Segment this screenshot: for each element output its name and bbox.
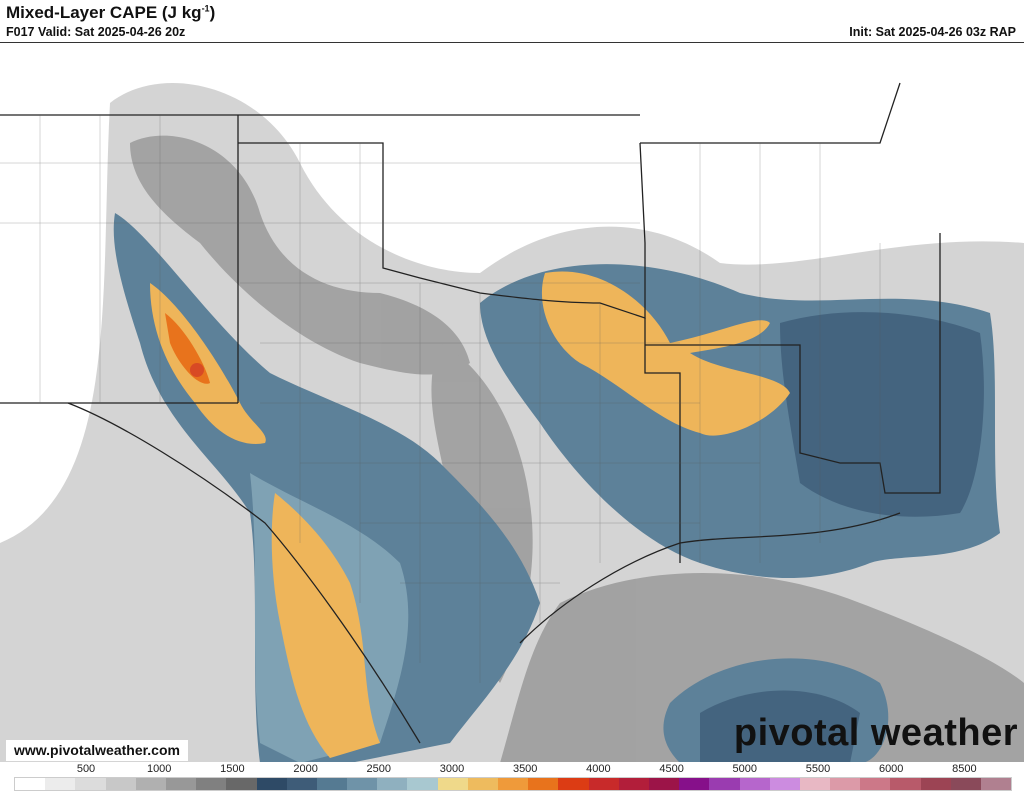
colorbar-swatch xyxy=(679,778,710,790)
colorbar-tick: 1000 xyxy=(146,763,172,775)
colorbar-swatch xyxy=(739,778,770,790)
colorbar-swatch xyxy=(226,778,257,790)
colorbar-swatch xyxy=(316,778,348,790)
colorbar-swatch xyxy=(286,778,317,790)
cape-map xyxy=(0,42,1024,763)
colorbar: 500 1000 1500 2000 2500 3000 3500 4000 4500 5000 5… xyxy=(0,762,1024,791)
colorbar-swatch xyxy=(588,778,619,790)
colorbar-swatch xyxy=(709,778,740,790)
colorbar-swatch xyxy=(830,778,861,790)
colorbar-swatch xyxy=(135,778,166,790)
colorbar-tick: 5500 xyxy=(805,763,831,775)
colorbar-swatches xyxy=(14,777,1012,791)
colorbar-swatch xyxy=(950,778,981,790)
colorbar-tick: 1500 xyxy=(220,763,245,775)
valid-time: F017 Valid: Sat 2025-04-26 20z xyxy=(6,25,186,39)
colorbar-swatch xyxy=(467,778,498,790)
colorbar-swatch xyxy=(196,778,227,790)
colorbar-tick: 6000 xyxy=(878,763,904,775)
colorbar-swatch xyxy=(498,778,529,790)
colorbar-tick: 500 xyxy=(76,763,96,775)
colorbar-swatch xyxy=(558,778,589,790)
colorbar-swatch xyxy=(528,778,559,790)
colorbar-swatch xyxy=(256,778,287,790)
colorbar-swatch xyxy=(920,778,951,790)
colorbar-swatch xyxy=(437,778,468,790)
colorbar-swatch xyxy=(769,778,800,790)
colorbar-tick: 3500 xyxy=(512,763,538,775)
colorbar-swatch xyxy=(377,778,408,790)
map-title: Mixed-Layer CAPE (J kg-1) xyxy=(6,3,216,22)
pivotal-weather-logo: pivotal weather xyxy=(733,712,1018,754)
colorbar-swatch xyxy=(45,778,76,790)
website-url: www.pivotalweather.com xyxy=(6,740,188,761)
colorbar-tick: 4000 xyxy=(586,763,611,775)
colorbar-tick: 4500 xyxy=(659,763,684,775)
colorbar-swatch xyxy=(981,778,1012,790)
colorbar-swatch xyxy=(75,778,106,790)
colorbar-tick: 8500 xyxy=(952,763,977,775)
colorbar-swatch xyxy=(15,778,46,790)
colorbar-swatch xyxy=(165,778,197,790)
colorbar-tick: 2000 xyxy=(293,763,318,775)
colorbar-swatch xyxy=(105,778,136,790)
colorbar-swatch xyxy=(618,778,649,790)
colorbar-swatch xyxy=(860,778,891,790)
colorbar-swatch xyxy=(799,778,831,790)
init-time: Init: Sat 2025-04-26 03z RAP xyxy=(849,25,1016,39)
colorbar-swatch xyxy=(347,778,378,790)
colorbar-swatch xyxy=(648,778,680,790)
colorbar-ticks: 500 1000 1500 2000 2500 3000 3500 4000 4500 5000 5… xyxy=(0,763,1024,775)
colorbar-swatch xyxy=(407,778,438,790)
colorbar-swatch xyxy=(890,778,921,790)
colorbar-tick: 2500 xyxy=(366,763,392,775)
colorbar-tick: 3000 xyxy=(439,763,465,775)
colorbar-tick: 5000 xyxy=(732,763,758,775)
